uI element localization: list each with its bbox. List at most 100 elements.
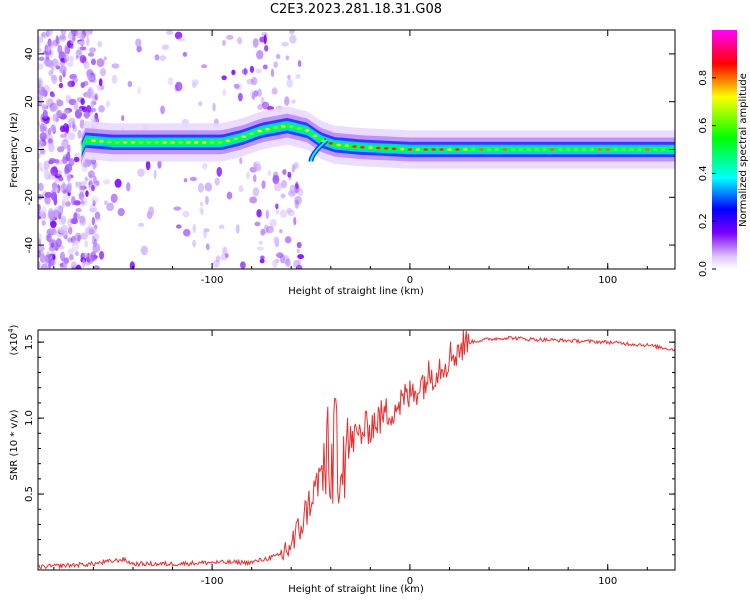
heatmap-noise-cell — [261, 180, 266, 189]
heatmap-noise-cell — [246, 78, 254, 85]
heatmap-noise-cell — [55, 238, 62, 248]
heatmap-noise-cell — [59, 125, 66, 133]
heatmap-noise-cell — [67, 144, 71, 154]
heatmap-noise-cell — [92, 78, 97, 83]
heatmap-noise-cell — [67, 80, 75, 88]
heatmap-ridge-cell — [407, 148, 413, 151]
heatmap-noise-cell — [89, 107, 97, 113]
heatmap-noise-cell — [39, 122, 45, 133]
heatmap-noise-cell — [77, 40, 86, 45]
snr-y-tick-label: 1.0 — [24, 410, 35, 426]
heatmap-noise-cell — [166, 30, 174, 35]
heatmap-ridge-cell — [130, 141, 136, 144]
heatmap-noise-cell — [47, 138, 53, 144]
heatmap-noise-cell — [97, 41, 103, 48]
heatmap-noise-cell — [58, 217, 67, 225]
heatmap-noise-cell — [42, 212, 47, 220]
heatmap-noise-cell — [43, 160, 50, 170]
heatmap-noise-cell — [89, 207, 98, 213]
snr-y-tick-label: 0.5 — [24, 486, 35, 502]
heatmap-noise-cell — [84, 176, 89, 182]
heatmap-noise-cell — [68, 226, 73, 235]
heatmap-noise-cell — [48, 70, 53, 77]
heatmap-noise-cell — [287, 74, 291, 80]
heatmap-noise-cell — [41, 220, 46, 226]
heatmap-noise-cell — [264, 44, 269, 52]
colorbar-ticks: 0.0 0.2 0.4 0.6 0.8 — [698, 70, 716, 277]
heatmap-noise-cell — [252, 174, 257, 183]
heatmap-noise-cell — [76, 46, 82, 55]
heatmap-ridge-cell — [257, 129, 262, 133]
heatmap-noise-cell — [56, 99, 64, 107]
heatmap-noise-cell — [117, 207, 125, 217]
heatmap-noise-cell — [106, 202, 115, 212]
heatmap-noise-cell — [212, 102, 216, 112]
heatmap-noise-cell — [246, 171, 251, 180]
colorbar: 0.0 0.2 0.4 0.6 0.8 Normalized spectral ampl… — [698, 30, 749, 277]
heatmap-noise-cell — [48, 208, 54, 218]
heatmap-ridge-cell — [383, 147, 389, 150]
heatmap-noise-cell — [237, 36, 243, 45]
heatmap-noise-cell — [114, 178, 122, 188]
heatmap-noise-cell — [67, 132, 76, 141]
heatmap-noise-cell — [38, 251, 43, 259]
heatmap-noise-cell — [67, 117, 76, 124]
heatmap-noise-cell — [47, 128, 52, 136]
heatmap-noise-cell — [91, 95, 98, 102]
heatmap-noise-cell — [238, 83, 242, 91]
heatmap-ridge-cell — [344, 144, 349, 148]
heatmap-noise-cell — [136, 45, 142, 53]
heatmap-x-tick-label: 100 — [598, 275, 617, 286]
heatmap-noise-cell — [98, 78, 103, 87]
heatmap-noise-cell — [173, 206, 182, 211]
heatmap-ridge-cell — [320, 139, 326, 142]
heatmap-ridge — [81, 106, 675, 169]
heatmap-ridge-cell — [241, 135, 246, 139]
heatmap-noise-cell — [60, 30, 67, 36]
heatmap-noise-cell — [80, 98, 85, 105]
heatmap-noise-cell — [38, 121, 41, 126]
heatmap-ridge-cell — [423, 148, 428, 151]
heatmap-ridge-cell — [170, 141, 175, 144]
heatmap-noise-cell — [127, 80, 133, 88]
heatmap-noise-cell — [86, 74, 95, 81]
heatmap-ridge-cell — [471, 148, 476, 151]
heatmap-noise-cell — [182, 210, 190, 218]
heatmap-noise-cell — [275, 258, 280, 264]
snr-y-tick-label: 1.5 — [24, 334, 35, 350]
heatmap-noise-cell — [50, 92, 56, 98]
heatmap-noise-cell — [67, 62, 74, 67]
heatmap-noise-cell — [285, 55, 290, 61]
heatmap-noise-cell — [92, 164, 97, 169]
heatmap-noise-cell — [294, 199, 300, 209]
heatmap-noise-cell — [297, 254, 305, 260]
heatmap-noise-cell — [93, 233, 100, 242]
heatmap-ridge-cell — [463, 148, 468, 151]
colorbar-tick-label: 0.6 — [698, 118, 709, 134]
heatmap-noise-cell — [42, 109, 48, 119]
heatmap-noise-cell — [40, 263, 49, 269]
heatmap-ridge-cell — [399, 147, 405, 151]
heatmap-noise-cell — [74, 251, 79, 256]
heatmap-noise-cell — [252, 187, 260, 197]
heatmap-noise-cell — [38, 90, 45, 97]
heatmap-ridge-cell — [194, 141, 199, 144]
heatmap-noise-cell — [92, 200, 96, 207]
heatmap-noise-cell — [294, 183, 300, 194]
heatmap-noise-cell — [51, 187, 57, 198]
heatmap-noise-cell — [79, 55, 87, 64]
heatmap-noise-cell — [61, 140, 70, 149]
heatmap-noise-cell — [51, 65, 56, 71]
heatmap-ridge-cell — [91, 139, 96, 143]
snr-series-line — [38, 330, 675, 570]
heatmap-noise-cell — [38, 161, 43, 172]
heatmap-ridge-cell — [249, 132, 254, 136]
heatmap-ridge-hook-core — [310, 139, 328, 162]
heatmap-noise-cell — [238, 185, 244, 193]
heatmap-noise-cell — [200, 208, 204, 216]
heatmap-ridge-cell — [273, 126, 278, 130]
heatmap-noise-cell — [89, 47, 97, 53]
heatmap-noise-cell — [272, 174, 280, 185]
heatmap-noise-cell — [38, 139, 43, 149]
heatmap-noise-cell — [85, 190, 89, 197]
